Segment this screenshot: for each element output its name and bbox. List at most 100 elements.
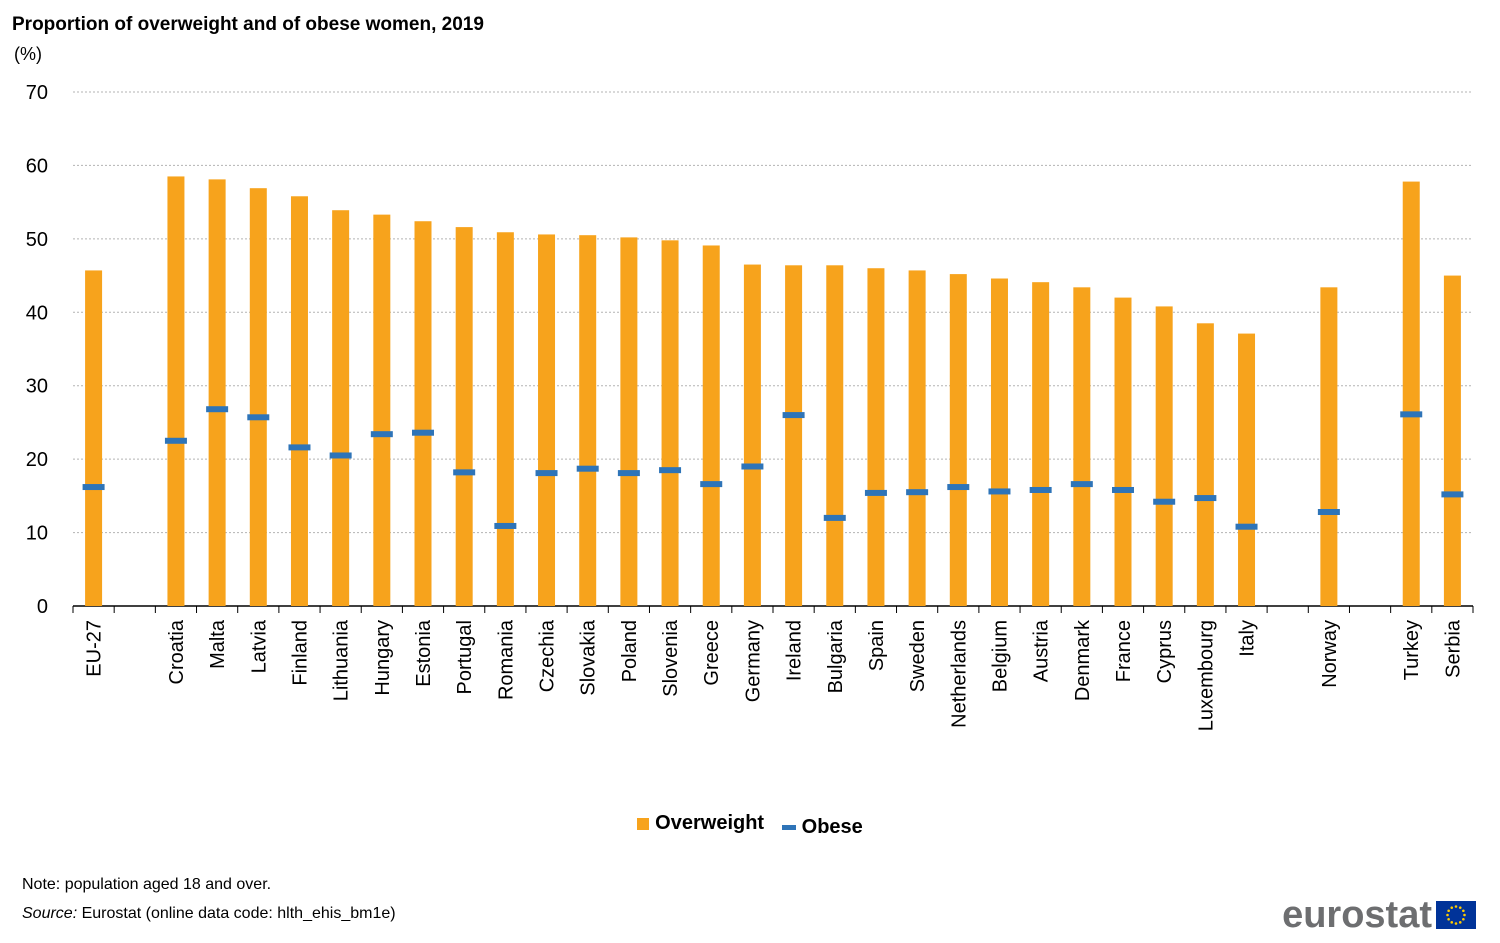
- x-tick-label: Lithuania: [331, 619, 353, 701]
- x-tick-label: Austria: [1031, 619, 1053, 682]
- legend: Overweight Obese: [0, 812, 1500, 839]
- bar-overweight: [1155, 306, 1173, 606]
- marker-obese: [535, 470, 558, 477]
- marker-obese: [370, 431, 393, 438]
- bar-overweight: [702, 245, 720, 607]
- bar-overweight: [1320, 287, 1338, 606]
- x-tick-label: Serbia: [1442, 619, 1464, 678]
- x-tick-label: Slovenia: [660, 619, 682, 697]
- marker-obese: [494, 522, 517, 529]
- y-tick-label: 30: [26, 376, 48, 398]
- x-tick-label: Slovakia: [578, 619, 600, 695]
- bar-overweight: [743, 264, 761, 606]
- marker-obese: [1070, 481, 1093, 488]
- eurostat-logo: eurostat: [1282, 896, 1476, 934]
- bar-overweight: [85, 270, 103, 606]
- marker-obese: [741, 463, 764, 470]
- source-line: Source: Eurostat (online data code: hlth…: [22, 905, 396, 923]
- marker-obese: [164, 437, 187, 444]
- x-tick-label: Romania: [495, 619, 517, 700]
- x-tick-label: Czechia: [537, 619, 559, 692]
- bar-overweight: [538, 234, 556, 607]
- marker-obese: [1400, 411, 1423, 418]
- x-tick-label: Malta: [207, 619, 229, 669]
- x-tick-label: Luxembourg: [1195, 620, 1217, 731]
- footnote: Note: population aged 18 and over.: [22, 876, 272, 893]
- marker-obese: [1112, 486, 1134, 493]
- x-tick-label: Sweden: [907, 620, 929, 692]
- legend-item-obese: Obese: [781, 815, 863, 839]
- bar-overweight: [1196, 323, 1214, 606]
- x-tick-label: Greece: [701, 620, 723, 686]
- bar-overweight: [290, 196, 308, 607]
- marker-obese: [864, 489, 887, 496]
- x-tick-label: Poland: [619, 620, 641, 682]
- x-tick-label: Italy: [1237, 620, 1259, 657]
- marker-obese: [206, 406, 229, 413]
- x-tick-label: EU-27: [84, 620, 106, 677]
- marker-obese: [659, 467, 682, 474]
- y-tick-label: 60: [26, 155, 48, 177]
- x-tick-label: Netherlands: [948, 620, 970, 728]
- x-tick-label: Hungary: [372, 620, 394, 696]
- legend-label-obese: Obese: [801, 815, 863, 838]
- y-axis-unit: (%): [14, 44, 42, 64]
- x-tick-label: Ireland: [784, 620, 806, 681]
- bar-overweight: [908, 270, 926, 606]
- x-tick-label: Denmark: [1072, 619, 1094, 701]
- x-tick-label: Finland: [289, 620, 311, 686]
- bar-overweight: [579, 235, 597, 606]
- x-tick-label: Turkey: [1401, 620, 1423, 680]
- x-tick-label: Croatia: [166, 619, 188, 684]
- marker-obese: [1029, 486, 1052, 493]
- x-tick-label: Portugal: [454, 620, 476, 695]
- marker-obese: [329, 452, 352, 459]
- bar-overweight: [208, 179, 226, 606]
- bar-overweight: [661, 240, 679, 606]
- bar-overweight: [167, 176, 185, 606]
- x-tick-label: Belgium: [989, 620, 1011, 692]
- y-tick-label: 0: [37, 596, 48, 618]
- bar-overweight: [1238, 333, 1256, 606]
- bar-overweight: [1073, 287, 1091, 606]
- x-tick-label: France: [1113, 620, 1135, 682]
- eu-flag-icon: [1436, 901, 1476, 929]
- bar-overweight: [332, 210, 350, 606]
- bar-overweight: [949, 274, 967, 606]
- y-tick-label: 70: [26, 82, 48, 104]
- bar-overweight: [1402, 181, 1420, 606]
- eurostat-logo-text: eurostat: [1282, 894, 1432, 936]
- marker-obese: [1153, 498, 1176, 505]
- legend-item-overweight: Overweight: [637, 812, 764, 835]
- bar-overweight: [990, 278, 1008, 606]
- marker-obese: [947, 484, 970, 491]
- source-text: Eurostat (online data code: hlth_ehis_bm…: [77, 905, 396, 922]
- bar-overweight: [249, 188, 267, 607]
- legend-label-overweight: Overweight: [655, 812, 765, 834]
- x-tick-label: Norway: [1319, 620, 1341, 688]
- marker-obese: [412, 429, 434, 436]
- marker-obese: [988, 488, 1011, 495]
- marker-obese: [247, 414, 270, 421]
- x-tick-label: Bulgaria: [825, 619, 847, 693]
- x-tick-label: Estonia: [413, 619, 435, 687]
- legend-swatch-overweight: [637, 817, 650, 830]
- bar-overweight: [785, 265, 803, 606]
- marker-obese: [782, 412, 805, 419]
- marker-obese: [576, 465, 599, 472]
- bar-overweight: [1114, 297, 1132, 606]
- marker-obese: [1441, 491, 1464, 498]
- y-tick-label: 10: [26, 523, 48, 545]
- marker-obese: [1317, 509, 1340, 516]
- source-label: Source:: [22, 905, 78, 922]
- marker-obese: [823, 514, 846, 521]
- marker-obese: [288, 444, 311, 451]
- y-tick-label: 40: [26, 302, 48, 324]
- x-tick-label: Latvia: [248, 619, 270, 673]
- y-tick-label: 20: [26, 449, 48, 471]
- bar-overweight: [414, 221, 432, 606]
- marker-obese: [906, 489, 929, 496]
- marker-obese: [82, 484, 105, 491]
- legend-swatch-obese: [781, 824, 796, 830]
- bar-overweight: [867, 268, 885, 606]
